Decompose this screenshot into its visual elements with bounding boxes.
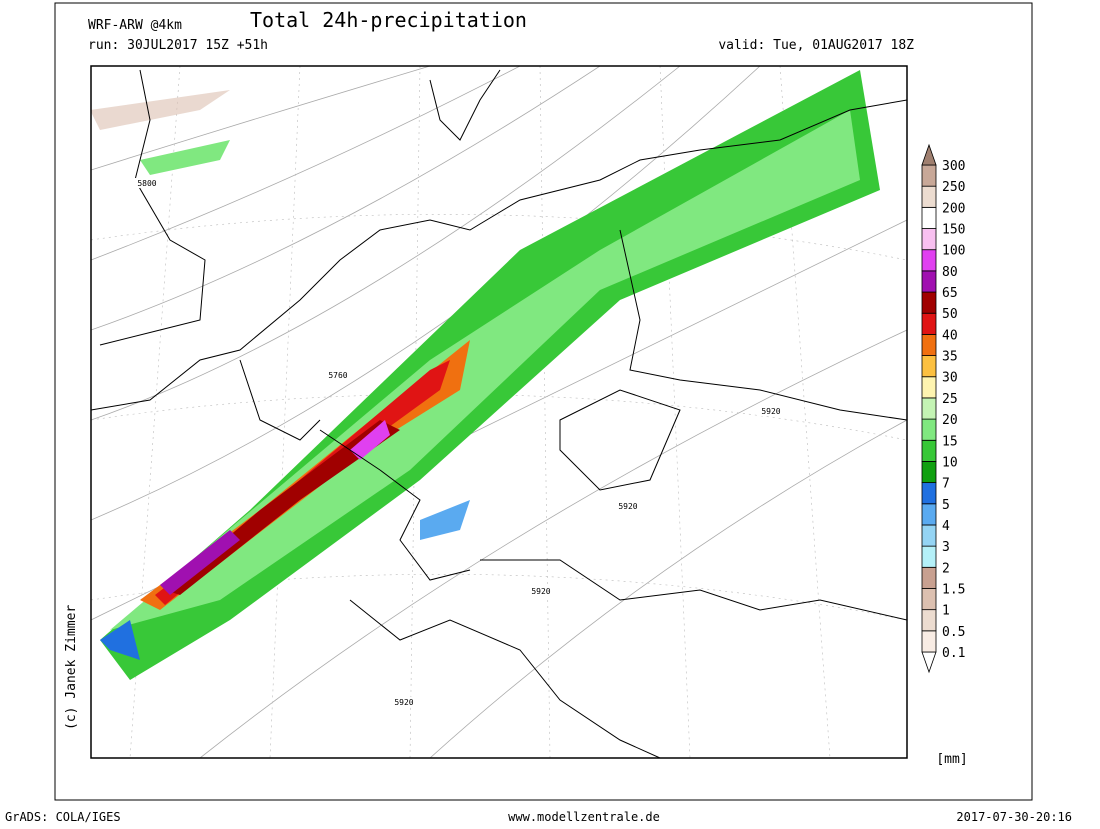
colorbar-segment	[921, 185, 937, 208]
map: 5800 5760 5920 5920 5920 5920	[90, 65, 908, 759]
colorbar-segment	[921, 566, 937, 589]
colorbar-segment	[921, 588, 937, 611]
colorbar-label: 20	[942, 413, 958, 428]
contour-label: 5920	[531, 587, 550, 596]
colorbar-label: 0.5	[942, 625, 965, 640]
colorbar-label: 80	[942, 265, 958, 280]
colorbar-label: 1	[942, 604, 950, 619]
colorbar-segment	[921, 228, 937, 251]
valid-label: valid: Tue, 01AUG2017 18Z	[718, 38, 914, 53]
colorbar-label: 65	[942, 286, 958, 301]
colorbar-segment	[921, 439, 937, 462]
colorbar-segment	[921, 461, 937, 484]
colorbar-segment	[921, 482, 937, 505]
colorbar-segment	[921, 397, 937, 420]
colorbar-segment	[921, 291, 937, 314]
colorbar-label: 40	[942, 328, 958, 343]
colorbar-segment	[921, 376, 937, 399]
colorbar-label: 250	[942, 180, 965, 195]
contour-label: 5920	[394, 698, 413, 707]
title: Total 24h-precipitation	[250, 8, 527, 32]
coastlines-borders	[91, 69, 907, 758]
colorbar-segment	[921, 333, 937, 356]
colorbar-segment	[921, 249, 937, 272]
colorbar-segment	[921, 418, 937, 441]
contour-label: 5920	[761, 407, 780, 416]
footer-left: GrADS: COLA/IGES	[5, 810, 121, 824]
colorbar-label: 200	[942, 201, 965, 216]
contour-label-group: 5800 5760 5920 5920 5920 5920	[134, 178, 784, 707]
colorbar-segment	[921, 206, 937, 229]
colorbar-segment	[921, 503, 937, 526]
colorbar-label: 5	[942, 498, 950, 513]
contour-label-bg	[391, 697, 417, 707]
footer-right: 2017-07-30-20:16	[956, 810, 1072, 824]
contour-label-bg	[615, 501, 641, 511]
colorbar-segment	[921, 312, 937, 335]
contour-label-bg	[758, 406, 784, 416]
colorbar-label: 2	[942, 561, 950, 576]
outer-frame	[54, 2, 1033, 801]
colorbar-label: 0.1	[942, 646, 965, 661]
colorbar: 0.1 0.5 1 1.5 2 3 4 5 7 10 15 20 25 30 35 40 50 65 80 100 15…	[921, 143, 965, 674]
colorbar-label: 3	[942, 540, 950, 555]
colorbar-label: 7	[942, 477, 950, 492]
colorbar-segment	[921, 164, 937, 187]
contour-label: 5760	[328, 371, 347, 380]
colorbar-label: 25	[942, 392, 958, 407]
model-label: WRF-ARW @4km	[88, 18, 182, 33]
colorbar-segment	[921, 545, 937, 568]
colorbar-label: 300	[942, 159, 965, 174]
credit: (c) Janek Zimmer	[64, 605, 79, 730]
colorbar-label: 1.5	[942, 582, 965, 597]
colorbar-label: 30	[942, 371, 958, 386]
contour-label-bg	[528, 586, 554, 596]
colorbar-label: 10	[942, 455, 958, 470]
run-label: run: 30JUL2017 15Z +51h	[88, 38, 268, 53]
colorbar-label: 35	[942, 350, 958, 365]
map-frame	[90, 65, 908, 759]
colorbar-label: 150	[942, 223, 965, 238]
colorbar-label: 50	[942, 307, 958, 322]
colorbar-segment	[921, 355, 937, 378]
contour-label: 5920	[618, 502, 637, 511]
colorbar-segment	[921, 630, 937, 653]
height-contours	[91, 66, 907, 758]
colorbar-label: 4	[942, 519, 950, 534]
contour-label-bg	[134, 178, 160, 188]
colorbar-segment	[921, 609, 937, 632]
footer-center: www.modellzentrale.de	[508, 810, 660, 824]
colorbar-low-triangle	[921, 651, 937, 674]
colorbar-high-triangle	[921, 143, 937, 166]
colorbar-segment	[921, 524, 937, 547]
unit-label: [mm]	[936, 752, 967, 767]
contour-label: 5800	[137, 179, 156, 188]
precipitation	[91, 70, 880, 680]
colorbar-label: 100	[942, 244, 965, 259]
contour-label-bg	[325, 370, 351, 380]
colorbar-label: 15	[942, 434, 958, 449]
colorbar-segment	[921, 270, 937, 293]
